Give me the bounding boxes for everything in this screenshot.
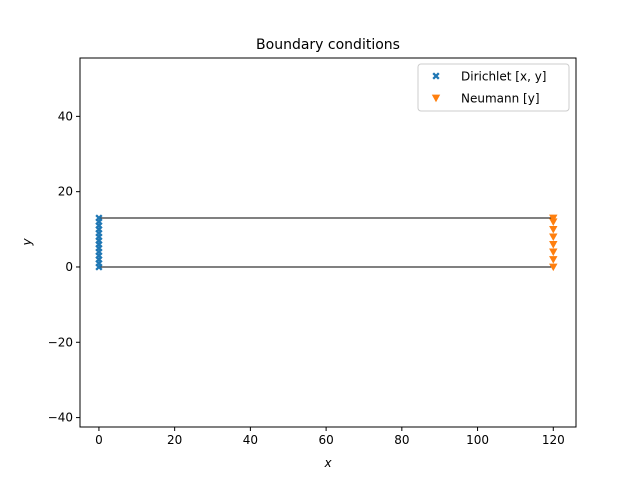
x-axis-label: x [323, 456, 332, 470]
data-point-s1-5 [549, 225, 558, 234]
y-axis-label: y [20, 238, 34, 247]
y-tick-label-0: 0 [65, 260, 73, 274]
x-tick-label-40: 40 [243, 433, 258, 447]
legend: Dirichlet [x, y] Neumann [y] [417, 63, 570, 112]
legend-box [417, 63, 570, 112]
legend-label-1: Neumann [y] [461, 92, 540, 106]
y-tick-label-20: 20 [58, 185, 73, 199]
data-point-s1-0 [549, 263, 558, 272]
y-tick-label--40: −40 [48, 411, 73, 425]
data-point-s1-3 [549, 241, 558, 249]
axes-frame [79, 57, 577, 428]
legend-label-0: Dirichlet [x, y] [461, 70, 546, 84]
x-tick-label-80: 80 [394, 433, 409, 447]
plot-area: 0 20 40 60 80 100 120 −40 −20 0 20 40 [48, 57, 577, 447]
x-tick-label-20: 20 [167, 433, 182, 447]
x-tick-label-120: 120 [542, 433, 565, 447]
legend-marker-1 [431, 94, 441, 103]
legend-marker-0 [432, 72, 440, 80]
data-point-s1-1 [549, 256, 558, 264]
x-tick-label-100: 100 [466, 433, 489, 447]
x-tick-label-60: 60 [318, 433, 333, 447]
y-tick-label-40: 40 [58, 109, 73, 123]
x-tick-label-0: 0 [95, 433, 103, 447]
data-point-s1-2 [549, 248, 558, 257]
data-point-s1-7 [549, 214, 558, 223]
data-point-s0-13 [95, 214, 103, 222]
y-tick-label--20: −20 [48, 335, 73, 349]
chart-title: Boundary conditions [256, 37, 400, 53]
data-point-s1-4 [549, 233, 558, 242]
